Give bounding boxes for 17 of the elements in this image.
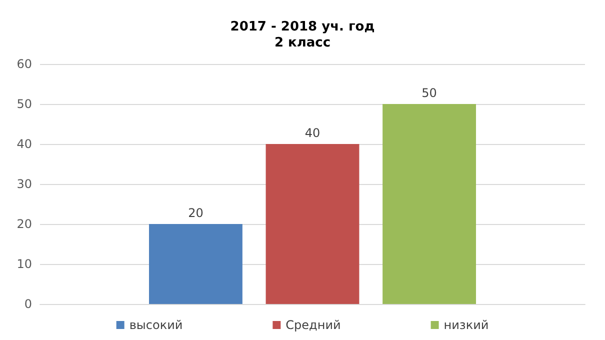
bar bbox=[382, 104, 476, 304]
bar bbox=[149, 224, 242, 304]
bar bbox=[266, 144, 360, 304]
data-label: 20 bbox=[188, 206, 204, 220]
y-tick-label: 30 bbox=[16, 177, 32, 191]
y-tick-label: 20 bbox=[16, 217, 32, 231]
legend-label: Средний bbox=[286, 318, 341, 332]
data-label: 50 bbox=[422, 86, 437, 100]
y-tick-label: 10 bbox=[16, 257, 32, 271]
data-label: 40 bbox=[304, 126, 320, 140]
chart-title: 2017 - 2018 уч. год 2 класс bbox=[230, 20, 375, 50]
y-tick-label: 50 bbox=[16, 97, 32, 111]
y-tick-label: 40 bbox=[16, 137, 32, 151]
y-tick-label: 60 bbox=[16, 57, 32, 71]
y-tick-label: 0 bbox=[24, 297, 32, 311]
legend-label: низкий bbox=[444, 318, 489, 332]
legend-label: высокий bbox=[129, 318, 183, 332]
